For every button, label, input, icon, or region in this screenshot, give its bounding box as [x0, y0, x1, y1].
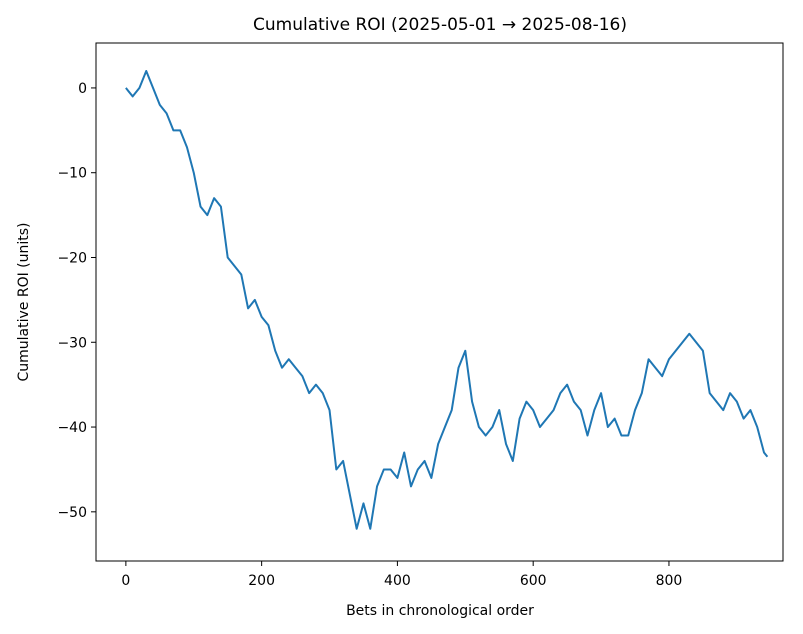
x-tick-label: 200: [248, 573, 275, 589]
x-tick-label: 400: [384, 573, 411, 589]
y-tick-label: −20: [57, 250, 87, 266]
line: [125, 69, 769, 530]
x-tick-label: 0: [121, 573, 130, 589]
x-tick-label: 600: [520, 573, 547, 589]
y-tick-label: −50: [57, 505, 87, 521]
y-tick-label: 0: [78, 81, 87, 97]
y-tick-label: −30: [57, 335, 87, 351]
x-tick-label: 800: [656, 573, 683, 589]
y-axis-label: Cumulative ROI (units): [16, 222, 32, 381]
x-axis-label: Bets in chronological order: [346, 603, 534, 619]
y-tick-label: −40: [57, 420, 87, 436]
chart-title: Cumulative ROI (2025-05-01 → 2025-08-16): [253, 15, 627, 35]
plot-frame: [95, 42, 784, 562]
y-tick-label: −10: [57, 166, 87, 182]
